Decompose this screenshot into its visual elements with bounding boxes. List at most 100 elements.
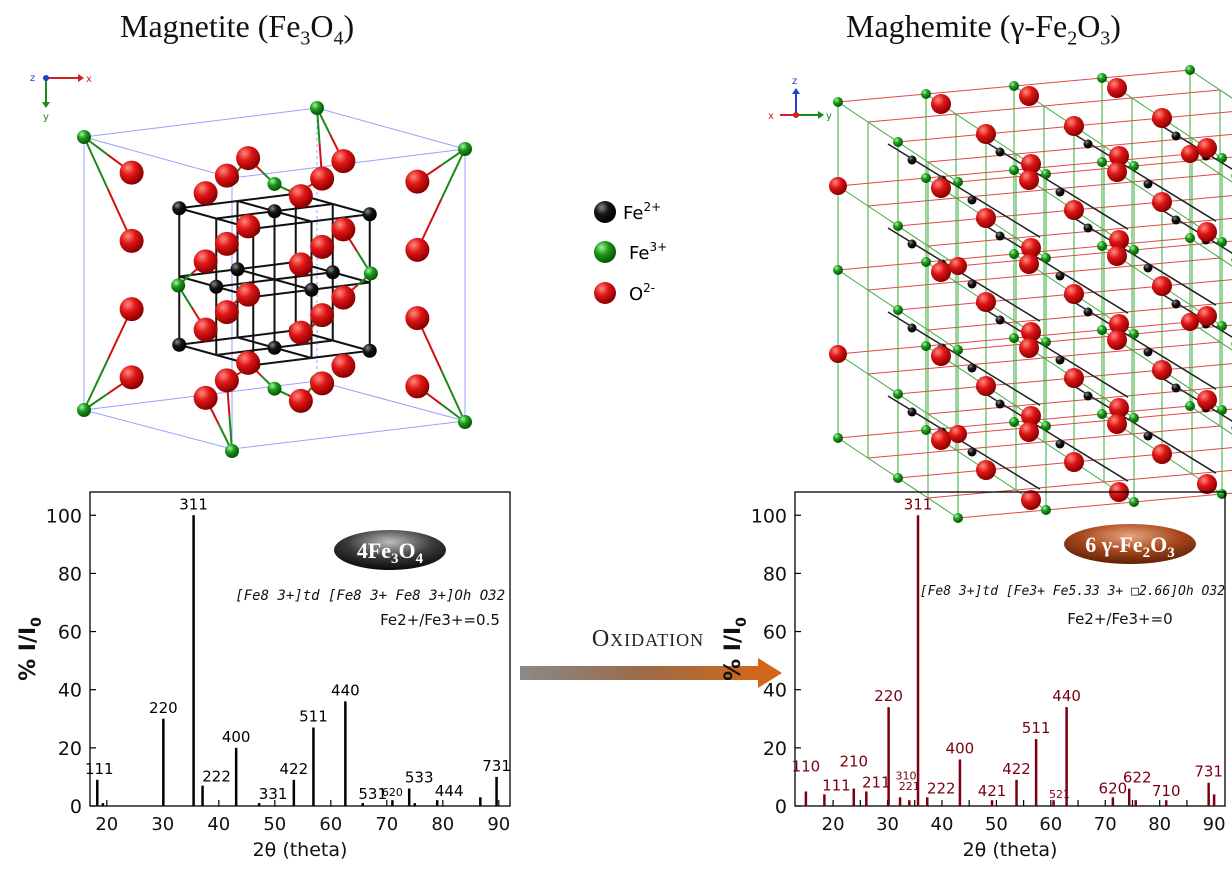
fe2-atom xyxy=(1083,139,1093,149)
o2-atom xyxy=(331,149,356,174)
o2-atom xyxy=(1109,314,1129,334)
fe2-atom xyxy=(907,323,917,333)
fe2-legend-marker xyxy=(594,201,616,223)
fe2-atom xyxy=(1171,215,1181,225)
o2-atom xyxy=(1152,276,1172,296)
fe3-atom xyxy=(1217,237,1227,247)
fe3-atom xyxy=(1009,333,1019,343)
y-axis-label: % I/I0 xyxy=(16,617,45,681)
fe3-atom xyxy=(77,130,91,144)
fe3-atom xyxy=(1041,253,1051,263)
fe2-atom xyxy=(362,343,377,358)
axis-z-label-right: z xyxy=(792,76,797,87)
o2-atom xyxy=(1197,138,1217,158)
fe3-atom xyxy=(833,433,843,443)
fe3-atom xyxy=(363,266,378,281)
fe-ratio: Fe2+/Fe3+=0 xyxy=(1067,610,1172,628)
axis-z-label: z xyxy=(30,73,35,84)
plot-frame xyxy=(794,491,1226,807)
fe3-atom xyxy=(1097,325,1107,335)
o2-atom xyxy=(931,178,951,198)
peak-label: 211 xyxy=(862,773,891,791)
fe3-atom xyxy=(1217,153,1227,163)
fe3-atom xyxy=(77,403,91,417)
x-tick-label: 30 xyxy=(151,814,174,835)
o2-atom xyxy=(1152,360,1172,380)
fe3-atom xyxy=(921,89,931,99)
o2-atom xyxy=(976,460,996,480)
fe-ratio: Fe2+/Fe3+=0.5 xyxy=(380,611,500,629)
x-tick-label: 80 xyxy=(431,814,454,835)
o2-atom xyxy=(288,388,313,413)
fe2-atom xyxy=(1055,271,1065,281)
o2-atom xyxy=(1021,154,1041,174)
fe3-atom xyxy=(921,257,931,267)
o2-atom xyxy=(310,166,335,191)
x-axis-label: 2θ (theta) xyxy=(963,839,1058,861)
axis-x-label: x xyxy=(86,74,92,85)
fe2-atom xyxy=(1143,179,1153,189)
o2-atom xyxy=(310,234,335,259)
y-tick-label: 0 xyxy=(775,796,787,818)
o2-atom xyxy=(288,320,313,345)
peak-label: 222 xyxy=(202,768,231,786)
o2-atom xyxy=(1107,330,1127,350)
fe3-atom xyxy=(310,101,324,115)
peak-label: 111 xyxy=(822,776,851,794)
peak-label: 210 xyxy=(839,753,868,771)
fe3-atom xyxy=(1217,405,1227,415)
fe3-atom xyxy=(225,444,239,458)
y-tick-label: 80 xyxy=(763,563,787,585)
fe3-atom xyxy=(1009,249,1019,259)
y-tick-label: 100 xyxy=(751,505,787,527)
fe2-atom xyxy=(1171,383,1181,393)
fe3-atom xyxy=(1097,157,1107,167)
oxidation-arrow: OXIDATION xyxy=(520,626,782,688)
fe3-atom xyxy=(893,137,903,147)
fe2-atom xyxy=(304,282,319,297)
x-tick-label: 70 xyxy=(375,814,398,835)
x-tick-label: 30 xyxy=(876,814,899,835)
x-tick-label: 70 xyxy=(1094,814,1117,835)
y-tick-label: 100 xyxy=(46,505,82,527)
o2-atom xyxy=(288,252,313,277)
o2-atom xyxy=(1152,444,1172,464)
o2-atom xyxy=(1021,490,1041,510)
peak-label: 221 xyxy=(899,780,920,793)
fe3-atom xyxy=(1097,73,1107,83)
fe2-atom xyxy=(209,279,224,294)
o2-atom xyxy=(288,184,313,209)
fe3-legend-label: Fe3+ xyxy=(629,240,667,264)
fe3-atom xyxy=(458,415,472,429)
peak-label: 440 xyxy=(1052,687,1081,705)
peak-label: 620 xyxy=(382,786,403,799)
x-tick-label: 20 xyxy=(95,814,118,835)
o2-atom xyxy=(976,124,996,144)
axis-y-label: y xyxy=(43,112,49,123)
o2-atom xyxy=(976,208,996,228)
fe3-legend-marker xyxy=(594,241,616,263)
fe3-atom xyxy=(1009,81,1019,91)
compound-badge-label: 4Fe3O4 xyxy=(357,538,424,567)
o2-atom xyxy=(1197,222,1217,242)
fe3-atom xyxy=(1009,165,1019,175)
x-tick-label: 80 xyxy=(1148,814,1171,835)
o2-atom xyxy=(1021,406,1041,426)
fe2-atom xyxy=(967,447,977,457)
o2-atom xyxy=(193,385,218,410)
site-formula: [Fe8 3+]td [Fe3+ Fe5.33 3+ □2.66]Oh O32 xyxy=(920,584,1225,599)
fe3-atom xyxy=(1129,329,1139,339)
o2-atom xyxy=(405,374,430,399)
fe3-atom xyxy=(267,176,282,191)
peak-label: 400 xyxy=(946,739,975,757)
o2-atom xyxy=(931,94,951,114)
magnetite-xrd-chart: 0 20 40 60 80 100 20 30 40 50 60 70 80 90 2θ (theta) % … xyxy=(16,491,511,861)
o2-atom xyxy=(1109,146,1129,166)
fe3-atom xyxy=(921,425,931,435)
peak-label: 533 xyxy=(405,769,434,787)
magnetite-bonds xyxy=(83,107,466,452)
peak-label: 331 xyxy=(259,785,288,803)
o2-atom xyxy=(829,177,847,195)
fe3-atom xyxy=(1185,401,1195,411)
plot-frame xyxy=(89,491,511,807)
